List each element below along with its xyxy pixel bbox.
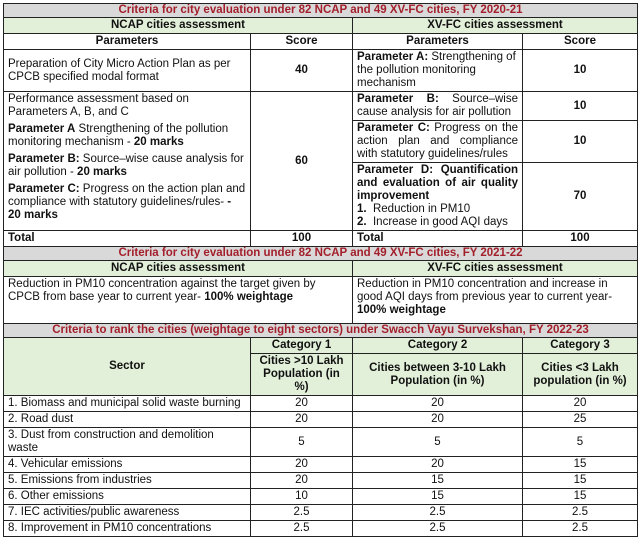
sector-weight: 20 bbox=[352, 456, 523, 473]
sector-name: 2. Road dust bbox=[3, 411, 251, 428]
sector-row: 3. Dust from construction and demolition… bbox=[3, 427, 639, 457]
fy2021-title: Criteria for city evaluation under 82 NC… bbox=[2, 246, 639, 261]
sector-weight: 2.5 bbox=[521, 504, 639, 521]
ncap-total-label: Total bbox=[3, 230, 251, 247]
col-score: Score bbox=[521, 33, 639, 50]
fy2022-title: Criteria to rank the cities (weightage t… bbox=[2, 323, 639, 338]
sector-weight: 15 bbox=[352, 472, 523, 489]
ncap-header: NCAP cities assessment bbox=[3, 17, 353, 34]
xvfc-total-label: Total bbox=[352, 230, 523, 247]
sector-row: 5. Emissions from industries 20 15 15 bbox=[3, 472, 639, 489]
sector-row: 8. Improvement in PM10 concentrations 2.5… bbox=[3, 520, 639, 537]
sector-row: 7. IEC activities/public awareness 2.5 2.5… bbox=[3, 504, 639, 521]
sector-weight: 5 bbox=[352, 427, 523, 457]
col-parameters: Parameters bbox=[352, 33, 523, 50]
sector-name: 1. Biomass and municipal solid waste bur… bbox=[3, 395, 251, 412]
category-3-desc: Cities <3 Lakh population (in %) bbox=[521, 353, 639, 396]
sector-weight: 10 bbox=[250, 488, 353, 505]
category-2-name: Category 2 bbox=[352, 337, 523, 354]
xvfc-param-c: Parameter C: Progress on the action plan… bbox=[352, 120, 523, 163]
sector-weight: 20 bbox=[250, 472, 353, 489]
xvfc-score-a: 10 bbox=[521, 49, 639, 92]
ncap-header-2021: NCAP cities assessment bbox=[3, 260, 353, 277]
sector-name: 8. Improvement in PM10 concentrations bbox=[3, 520, 251, 537]
sector-name: 5. Emissions from industries bbox=[3, 472, 251, 489]
ncap-param-2: Performance assessment based on Paramete… bbox=[3, 91, 251, 231]
xvfc-score-c: 10 bbox=[521, 120, 639, 163]
sector-weight: 5 bbox=[250, 427, 353, 457]
sector-weight: 20 bbox=[521, 395, 639, 412]
sector-row: 2. Road dust 20 20 25 bbox=[3, 411, 639, 428]
sector-weight: 15 bbox=[521, 456, 639, 473]
sector-weight: 2.5 bbox=[521, 520, 639, 537]
fy2020-title: Criteria for city evaluation under 82 NC… bbox=[2, 3, 639, 18]
category-2-desc: Cities between 3-10 Lakh Population (in … bbox=[352, 353, 523, 396]
xvfc-score-d: 70 bbox=[521, 162, 639, 231]
ncap-param-1: Preparation of City Micro Action Plan as… bbox=[3, 49, 251, 92]
sector-weight: 20 bbox=[250, 456, 353, 473]
sector-weight: 2.5 bbox=[352, 504, 523, 521]
sector-weight: 2.5 bbox=[250, 504, 353, 521]
criteria-table: Criteria for city evaluation under 82 NC… bbox=[2, 3, 639, 537]
xvfc-header-2021: XV-FC cities assessment bbox=[351, 260, 639, 277]
sector-weight: 2.5 bbox=[250, 520, 353, 537]
col-sector: Sector bbox=[3, 337, 251, 396]
ncap-score-1: 40 bbox=[250, 49, 353, 92]
sector-weight: 20 bbox=[352, 395, 523, 412]
xvfc-header: XV-FC cities assessment bbox=[351, 17, 639, 34]
sector-weight: 20 bbox=[250, 395, 353, 412]
col-parameters: Parameters bbox=[3, 33, 251, 50]
sector-name: 4. Vehicular emissions bbox=[3, 456, 251, 473]
sector-row: 1. Biomass and municipal solid waste bur… bbox=[3, 395, 639, 412]
sector-row: 6. Other emissions 10 15 15 bbox=[3, 488, 639, 505]
category-1-name: Category 1 bbox=[250, 337, 353, 354]
category-3-name: Category 3 bbox=[521, 337, 639, 354]
xvfc-param-b: Parameter B: Source–wise cause analysis … bbox=[352, 91, 523, 121]
xvfc-param-d: Parameter D: Quantification and evaluati… bbox=[352, 162, 523, 231]
sector-name: 6. Other emissions bbox=[3, 488, 251, 505]
xvfc-total: 100 bbox=[521, 230, 639, 247]
category-1-desc: Cities >10 Lakh Population (in %) bbox=[250, 353, 353, 396]
ncap-criteria-2021: Reduction in PM10 concentration against … bbox=[3, 276, 353, 324]
sector-name: 7. IEC activities/public awareness bbox=[3, 504, 251, 521]
sector-weight: 15 bbox=[352, 488, 523, 505]
sector-weight: 20 bbox=[250, 411, 353, 428]
sector-weight: 2.5 bbox=[352, 520, 523, 537]
ncap-score-2: 60 bbox=[250, 91, 353, 231]
sector-name: 3. Dust from construction and demolition… bbox=[3, 427, 251, 457]
sector-row: 4. Vehicular emissions 20 20 15 bbox=[3, 456, 639, 473]
xvfc-criteria-2021: Reduction in PM10 concentration and incr… bbox=[351, 276, 639, 324]
sector-weight: 20 bbox=[352, 411, 523, 428]
xvfc-param-a: Parameter A: Strengthening of the pollut… bbox=[352, 49, 523, 92]
sector-weight: 25 bbox=[521, 411, 639, 428]
col-score: Score bbox=[250, 33, 353, 50]
sector-weight: 5 bbox=[521, 427, 639, 457]
sector-weight: 15 bbox=[521, 488, 639, 505]
xvfc-score-b: 10 bbox=[521, 91, 639, 121]
ncap-total: 100 bbox=[250, 230, 353, 247]
sector-weight: 15 bbox=[521, 472, 639, 489]
